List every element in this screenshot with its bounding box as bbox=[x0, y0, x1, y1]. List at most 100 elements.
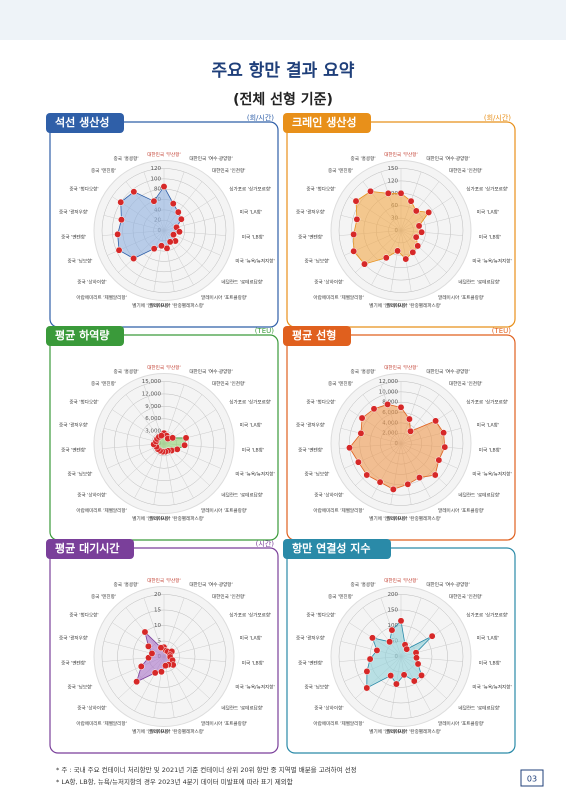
port-label: 말레이시아 '탄중펠레파스항' bbox=[149, 302, 204, 309]
radar-point bbox=[117, 198, 125, 206]
note: * 주 : 국내 주요 컨테이너 처리항만 및 2021년 기준 컨테이너 상위… bbox=[56, 765, 357, 774]
port-label: 네덜란드 '로테르담항' bbox=[458, 704, 500, 711]
port-label: 네덜란드 '로테르담항' bbox=[221, 278, 263, 285]
panel-title-bg bbox=[46, 113, 124, 133]
radar-point bbox=[141, 628, 149, 636]
port-label: 중국 '상하이항' bbox=[314, 704, 343, 711]
port-label: 말레이시아 '포트클랑항' bbox=[201, 294, 247, 301]
radar-point bbox=[115, 246, 123, 254]
port-label: 말레이시아 '탄중펠레파스항' bbox=[386, 728, 441, 735]
panel-title-bg bbox=[283, 326, 351, 346]
port-label: 네덜란드 '로테르담항' bbox=[221, 491, 263, 498]
radar-point bbox=[117, 216, 125, 224]
tick-label: 9,000 bbox=[145, 404, 161, 410]
port-label: 말레이시아 '포트클랑항' bbox=[438, 507, 484, 514]
port-label: 중국 '상하이항' bbox=[314, 491, 343, 498]
port-label: 중국 '홍콩항' bbox=[114, 368, 139, 375]
port-label: 미국 '뉴욕/뉴저지항' bbox=[235, 258, 274, 265]
port-label: 중국 '상하이항' bbox=[77, 491, 106, 498]
port-label: 네덜란드 '로테르담항' bbox=[458, 278, 500, 285]
port-label: 대한민국 '여수·광양항' bbox=[189, 581, 232, 588]
radar-point bbox=[410, 677, 418, 685]
port-label: 미국 'LA항' bbox=[240, 208, 262, 215]
radar-point bbox=[435, 456, 443, 464]
tick-label: 5 bbox=[158, 639, 162, 645]
port-label: 대한민국 '인천항' bbox=[212, 593, 246, 600]
radar-point bbox=[363, 667, 371, 675]
radar-point bbox=[357, 429, 365, 437]
radar-point bbox=[350, 230, 358, 238]
radar-point bbox=[412, 654, 420, 662]
port-label: 중국 '홍콩항' bbox=[351, 155, 376, 162]
tick-label: 150 bbox=[388, 608, 399, 614]
tick-label: 12,000 bbox=[379, 379, 399, 385]
tick-label: 80 bbox=[154, 187, 161, 193]
radar-point bbox=[415, 474, 423, 482]
radar-point bbox=[174, 208, 182, 216]
radar-point bbox=[373, 646, 381, 654]
port-label: 벨기에 '앤트워프항' bbox=[132, 728, 170, 735]
tick-label: 100 bbox=[388, 623, 399, 629]
radar-point bbox=[157, 644, 165, 652]
tick-label: 15 bbox=[154, 608, 161, 614]
port-label: 대한민국 '여수·광양항' bbox=[189, 368, 232, 375]
port-label: 대한민국 '부산항' bbox=[147, 364, 181, 371]
radar-point bbox=[166, 238, 174, 246]
port-label: 미국 'LA항' bbox=[477, 634, 499, 641]
port-label: 대한민국 '여수·광양항' bbox=[426, 155, 469, 162]
port-label: 아랍에미리트 '제벨알리항' bbox=[313, 507, 363, 514]
port-label: 싱가포르 '싱가포르항' bbox=[229, 185, 271, 192]
radar-point bbox=[144, 642, 152, 650]
port-label: 싱가포르 '싱가포르항' bbox=[466, 185, 508, 192]
panel-title-bg bbox=[46, 326, 124, 346]
radar-point bbox=[407, 427, 414, 435]
radar-point bbox=[150, 197, 158, 205]
port-label: 대한민국 '인천항' bbox=[212, 167, 246, 174]
port-label: 중국 '광저우항' bbox=[59, 208, 88, 215]
unit: (TEU) bbox=[492, 327, 512, 335]
port-label: 미국 '뉴욕/뉴저지항' bbox=[472, 684, 511, 691]
tick-label: 15,000 bbox=[142, 379, 162, 385]
radar-point bbox=[354, 458, 362, 466]
port-label: 미국 'LB항' bbox=[479, 233, 501, 240]
radar-point bbox=[384, 189, 392, 197]
port-label: 대한민국 '부산항' bbox=[384, 577, 418, 584]
note: * LA항, LB항, 뉴욕/뉴저지항의 경우 2023년 4분기 데이터 미발… bbox=[56, 777, 293, 786]
port-label: 싱가포르 '싱가포르항' bbox=[466, 398, 508, 405]
port-label: 중국 '텐진항' bbox=[328, 593, 353, 600]
port-label: 중국 '청다오항' bbox=[306, 185, 335, 192]
radar-point bbox=[402, 255, 410, 263]
port-label: 중국 '상하이항' bbox=[314, 278, 343, 285]
port-label: 미국 'LB항' bbox=[242, 659, 264, 666]
tick-label: 100 bbox=[151, 176, 162, 182]
radar-point bbox=[384, 400, 392, 408]
port-label: 중국 '청다오항' bbox=[69, 611, 98, 618]
port-label: 중국 '청다오항' bbox=[69, 398, 98, 405]
port-label: 미국 'LB항' bbox=[242, 233, 264, 240]
port-label: 미국 'LB항' bbox=[242, 446, 264, 453]
port-label: 미국 '뉴욕/뉴저지항' bbox=[472, 258, 511, 265]
unit: (TEU) bbox=[255, 327, 275, 335]
port-label: 대한민국 '부산항' bbox=[384, 364, 418, 371]
port-label: 대한민국 '인천항' bbox=[449, 380, 483, 387]
port-label: 중국 '광저우항' bbox=[59, 421, 88, 428]
port-label: 벨기에 '앤트워프항' bbox=[132, 302, 170, 309]
port-label: 벨기에 '앤트워프항' bbox=[369, 515, 407, 522]
port-label: 중국 '상하이항' bbox=[77, 278, 106, 285]
radar-point bbox=[386, 638, 394, 646]
radar-point bbox=[346, 444, 353, 452]
port-label: 말레이시아 '포트클랑항' bbox=[438, 720, 484, 727]
port-label: 아랍에미리트 '제벨알리항' bbox=[76, 507, 126, 514]
tick-label: 20 bbox=[154, 592, 161, 598]
radar-point bbox=[397, 403, 405, 411]
port-label: 중국 '닝보항' bbox=[304, 258, 329, 265]
radar-point bbox=[175, 228, 183, 236]
radar-point bbox=[170, 231, 177, 239]
port-label: 말레이시아 '포트클랑항' bbox=[438, 294, 484, 301]
panel-title: 크레인 생산성 bbox=[292, 115, 357, 129]
radar-point bbox=[181, 441, 189, 449]
port-label: 말레이시아 '탄중펠레파스항' bbox=[149, 515, 204, 522]
tick-label: 120 bbox=[151, 166, 162, 172]
port-label: 미국 'LA항' bbox=[477, 421, 499, 428]
port-label: 미국 '뉴욕/뉴저지항' bbox=[472, 471, 511, 478]
